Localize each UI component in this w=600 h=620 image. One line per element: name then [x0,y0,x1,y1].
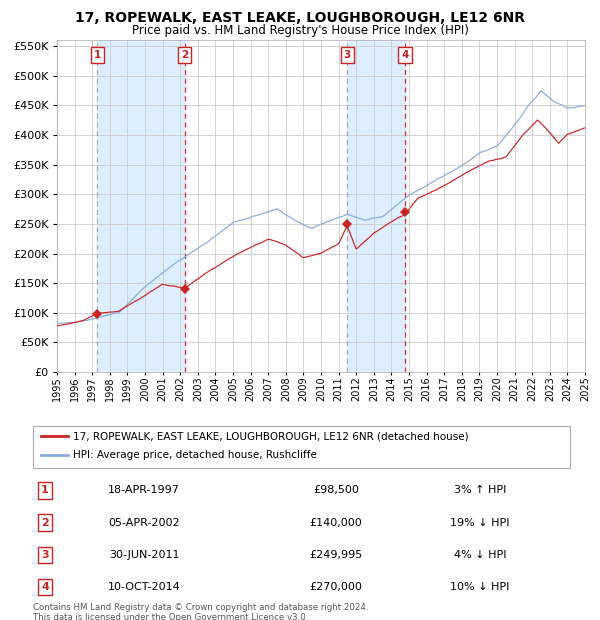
Text: 2: 2 [41,518,49,528]
Text: 3: 3 [41,550,49,560]
Text: 4: 4 [401,50,409,60]
FancyBboxPatch shape [33,426,570,468]
Text: Contains HM Land Registry data © Crown copyright and database right 2024.
This d: Contains HM Land Registry data © Crown c… [33,603,368,620]
Bar [347,40,405,372]
Text: 19% ↓ HPI: 19% ↓ HPI [450,518,510,528]
Text: 3: 3 [344,50,351,60]
Text: 18-APR-1997: 18-APR-1997 [108,485,180,495]
Text: 3% ↑ HPI: 3% ↑ HPI [454,485,506,495]
Text: Price paid vs. HM Land Registry's House Price Index (HPI): Price paid vs. HM Land Registry's House … [131,24,469,37]
Text: 4% ↓ HPI: 4% ↓ HPI [454,550,506,560]
Text: 10% ↓ HPI: 10% ↓ HPI [451,582,509,592]
Text: 17, ROPEWALK, EAST LEAKE, LOUGHBOROUGH, LE12 6NR (detached house): 17, ROPEWALK, EAST LEAKE, LOUGHBOROUGH, … [73,432,469,441]
Text: £249,995: £249,995 [310,550,362,560]
Text: HPI: Average price, detached house, Rushcliffe: HPI: Average price, detached house, Rush… [73,451,317,461]
Text: 05-APR-2002: 05-APR-2002 [108,518,180,528]
Text: £270,000: £270,000 [310,582,362,592]
Text: £140,000: £140,000 [310,518,362,528]
Text: 10-OCT-2014: 10-OCT-2014 [107,582,181,592]
Bar [97,40,185,372]
Text: 1: 1 [94,50,101,60]
Text: 30-JUN-2011: 30-JUN-2011 [109,550,179,560]
Text: 4: 4 [41,582,49,592]
Text: 17, ROPEWALK, EAST LEAKE, LOUGHBOROUGH, LE12 6NR: 17, ROPEWALK, EAST LEAKE, LOUGHBOROUGH, … [75,11,525,25]
Text: 1: 1 [41,485,49,495]
Text: 2: 2 [181,50,188,60]
Text: £98,500: £98,500 [313,485,359,495]
